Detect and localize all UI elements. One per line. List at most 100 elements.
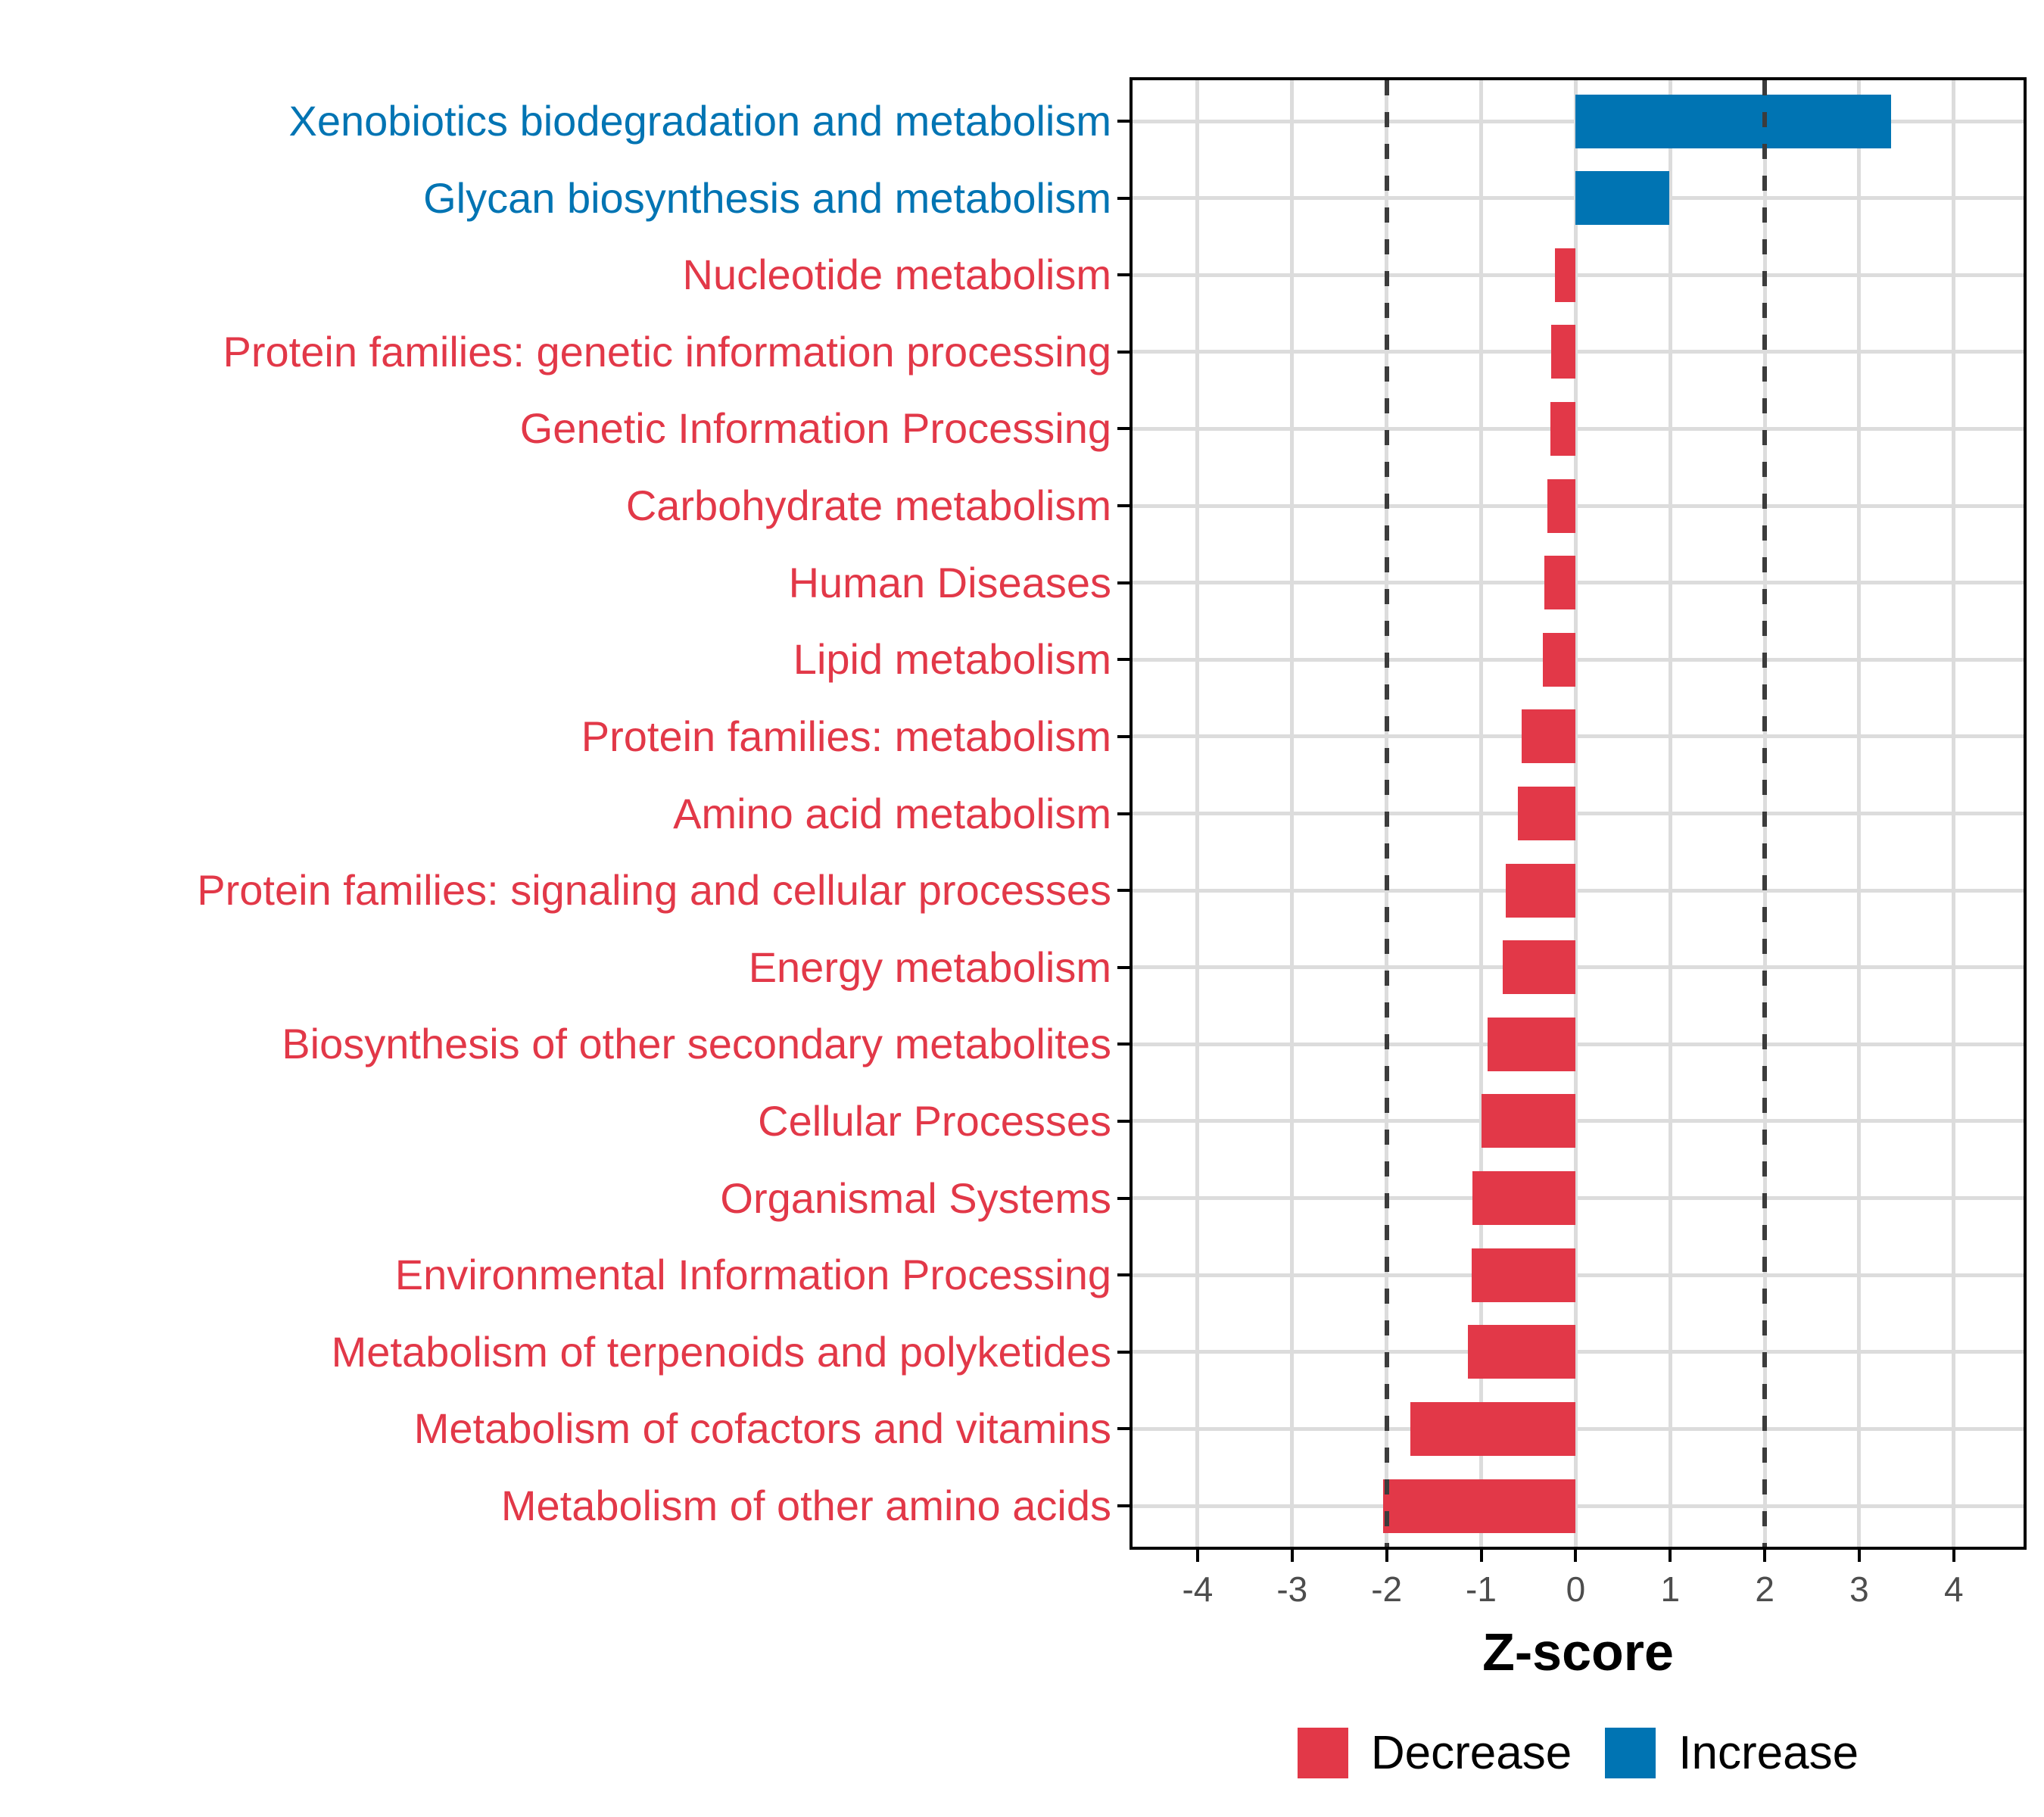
x-tick — [1574, 1550, 1578, 1562]
gridline-row — [1133, 1350, 2024, 1354]
category-label: Protein families: signaling and cellular… — [197, 866, 1111, 915]
y-tick — [1117, 196, 1129, 200]
x-tick — [1385, 1550, 1388, 1562]
bar-decrease — [1505, 863, 1576, 918]
bar-decrease — [1481, 1094, 1576, 1148]
category-label: Amino acid metabolism — [673, 789, 1111, 837]
legend-swatch-decrease — [1297, 1728, 1348, 1778]
y-tick — [1117, 1043, 1129, 1046]
bar-decrease — [1554, 248, 1576, 302]
x-tick — [1479, 1550, 1483, 1562]
bar-decrease — [1472, 1248, 1576, 1302]
gridline-row — [1133, 1273, 2024, 1277]
legend-swatch-increase — [1605, 1728, 1656, 1778]
gridline-row — [1133, 350, 2024, 354]
y-tick — [1117, 1427, 1129, 1431]
x-tick-label: -4 — [1182, 1569, 1214, 1609]
y-tick — [1117, 1504, 1129, 1507]
category-label: Genetic Information Processing — [519, 404, 1111, 453]
legend-label: Increase — [1678, 1727, 1859, 1779]
x-tick-label: 0 — [1566, 1569, 1586, 1609]
x-tick — [1290, 1550, 1294, 1562]
category-label: Human Diseases — [788, 558, 1111, 606]
gridline-row — [1133, 1426, 2024, 1431]
bar-decrease — [1547, 478, 1576, 533]
gridline-row — [1133, 273, 2024, 277]
legend-label: Decrease — [1370, 1727, 1572, 1779]
category-label: Metabolism of other amino acids — [500, 1482, 1111, 1529]
category-label: Metabolism of terpenoids and polyketides — [331, 1327, 1111, 1376]
category-label: Nucleotide metabolism — [682, 251, 1111, 299]
y-tick — [1117, 812, 1129, 815]
x-tick — [1952, 1550, 1955, 1562]
y-tick — [1117, 120, 1129, 123]
y-tick — [1117, 1350, 1129, 1354]
y-tick — [1117, 965, 1129, 969]
category-label: Biosynthesis of other secondary metaboli… — [282, 1020, 1111, 1068]
gridline-row — [1133, 1196, 2024, 1201]
x-tick-label: -2 — [1371, 1569, 1403, 1609]
dashed-reference-line--2 — [1384, 80, 1389, 1547]
bar-decrease — [1522, 709, 1576, 764]
category-label: Protein families: genetic information pr… — [223, 327, 1111, 376]
gridline-row — [1133, 734, 2024, 739]
bar-decrease — [1518, 787, 1576, 840]
gridline-row — [1133, 1119, 2024, 1124]
y-tick — [1117, 1273, 1129, 1277]
category-label: Lipid metabolism — [793, 635, 1111, 684]
y-tick — [1117, 581, 1129, 584]
category-label: Cellular Processes — [758, 1096, 1111, 1145]
x-tick-label: 1 — [1660, 1569, 1681, 1609]
x-tick — [1669, 1550, 1672, 1562]
x-tick-label: -1 — [1466, 1569, 1497, 1609]
x-tick-label: 3 — [1849, 1569, 1869, 1609]
category-label: Metabolism of cofactors and vitamins — [413, 1404, 1111, 1453]
category-label: Carbohydrate metabolism — [625, 482, 1111, 530]
bar-decrease — [1503, 940, 1576, 995]
x-tick-label: -3 — [1276, 1569, 1308, 1609]
category-label: Protein families: metabolism — [581, 712, 1111, 760]
category-label: Organismal Systems — [720, 1173, 1111, 1222]
x-tick-label: 2 — [1755, 1569, 1774, 1609]
dashed-reference-line-2 — [1762, 80, 1768, 1547]
category-label: Environmental Information Processing — [394, 1251, 1111, 1299]
gridline-row — [1133, 965, 2024, 970]
x-tick — [1857, 1550, 1861, 1562]
x-tick-label: 4 — [1944, 1569, 1964, 1609]
gridline-row — [1133, 812, 2024, 815]
y-tick — [1117, 889, 1129, 893]
y-tick — [1117, 350, 1129, 354]
gridline-row — [1133, 503, 2024, 508]
gridline-row — [1133, 888, 2024, 893]
bar-decrease — [1550, 325, 1576, 379]
x-tick — [1195, 1550, 1199, 1562]
y-tick — [1117, 1119, 1129, 1123]
gridline-row — [1133, 581, 2024, 585]
gridline-row — [1133, 657, 2024, 662]
gridline-row — [1133, 1042, 2024, 1046]
x-tick — [1763, 1550, 1767, 1562]
legend-item-decrease: Decrease — [1297, 1727, 1572, 1779]
category-label: Glycan biosynthesis and metabolism — [423, 173, 1111, 222]
bar-decrease — [1410, 1401, 1576, 1456]
gridline-row — [1133, 1504, 2024, 1508]
plot-panel — [1129, 77, 2027, 1550]
bar-decrease — [1542, 632, 1576, 687]
category-label: Xenobiotics biodegradation and metabolis… — [288, 97, 1111, 145]
bar-increase — [1575, 171, 1669, 226]
legend-item-increase: Increase — [1605, 1728, 1859, 1778]
bar-decrease — [1468, 1325, 1576, 1379]
bar-decrease — [1382, 1479, 1576, 1533]
y-tick — [1117, 427, 1129, 431]
legend: Decrease Increase — [1129, 1728, 2027, 1778]
bar-decrease — [1488, 1017, 1576, 1071]
y-tick — [1117, 734, 1129, 738]
y-tick — [1117, 504, 1129, 508]
gridline-row — [1133, 426, 2024, 431]
bar-increase — [1575, 94, 1892, 148]
bar-decrease — [1550, 401, 1576, 456]
y-tick — [1117, 273, 1129, 277]
bar-decrease — [1472, 1171, 1576, 1226]
y-tick — [1117, 658, 1129, 662]
